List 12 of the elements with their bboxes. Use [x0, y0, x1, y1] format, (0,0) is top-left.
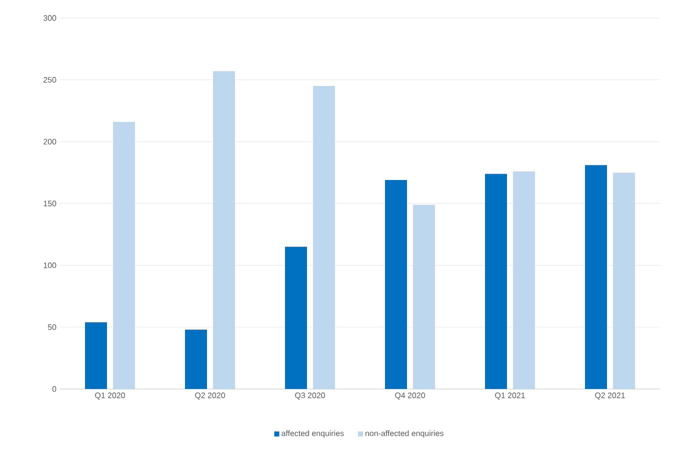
bar: [285, 246, 307, 389]
bar: [485, 174, 507, 389]
bar: [613, 172, 635, 389]
bar: [113, 122, 135, 389]
bar: [413, 204, 435, 389]
bar: [585, 165, 607, 389]
bar: [513, 171, 535, 389]
bar: [313, 86, 335, 389]
bar: [85, 322, 107, 389]
bar: [185, 330, 207, 389]
bar: [385, 180, 407, 389]
bar: [213, 71, 235, 389]
